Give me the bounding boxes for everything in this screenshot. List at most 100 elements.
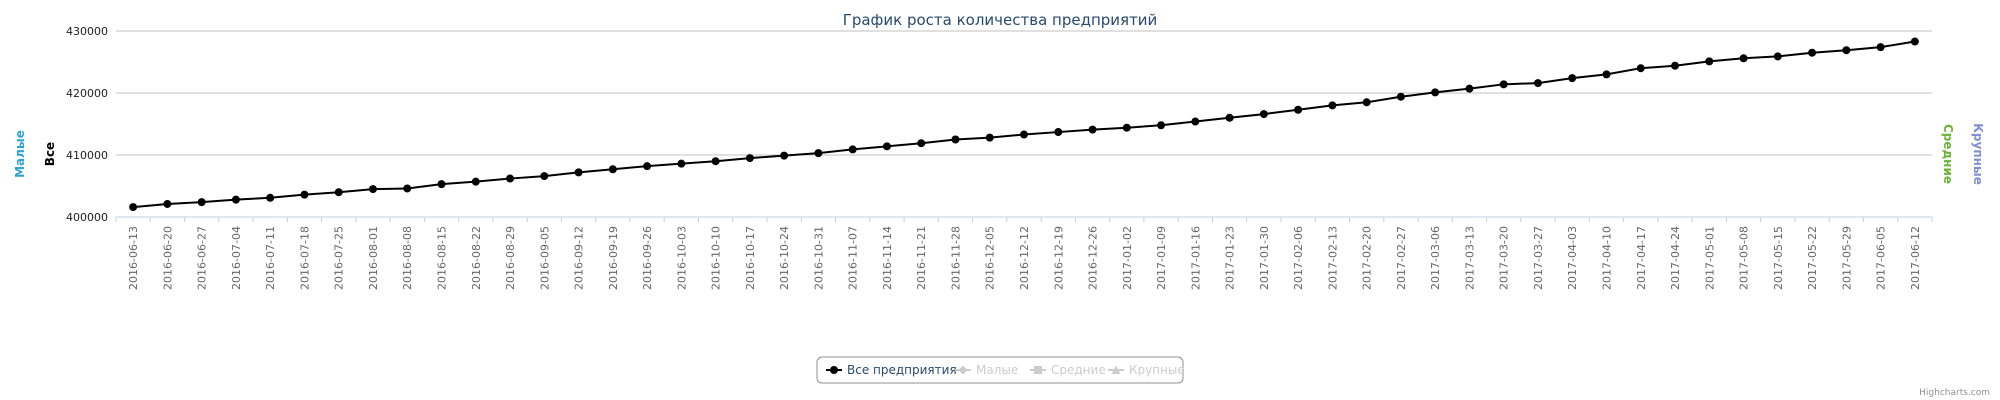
data-point [1739, 54, 1748, 63]
x-tick-label: 2017-05-29 [1840, 226, 1853, 290]
legend-box [816, 356, 1184, 384]
data-point [1191, 117, 1200, 126]
data-point [882, 142, 891, 151]
data-point [1362, 98, 1371, 107]
x-tick-label: 2017-05-15 [1772, 226, 1785, 290]
legend-symbol [1111, 365, 1121, 374]
x-tick-label: 2016-09-19 [607, 226, 620, 290]
data-point [951, 135, 960, 144]
data-point [1602, 70, 1611, 79]
data-point [1431, 88, 1440, 97]
x-tick-label: 2016-10-10 [710, 226, 723, 290]
data-point [1328, 101, 1337, 110]
axis-title: Крупные [1971, 123, 1985, 185]
axis-title: Все [43, 142, 57, 166]
data-point [540, 172, 549, 181]
x-tick-label: 2016-12-05 [984, 226, 997, 290]
legend-item[interactable]: Малые [976, 363, 1018, 377]
legend-item[interactable]: Крупные [1129, 363, 1185, 377]
x-tick-label: 2017-04-17 [1635, 226, 1648, 290]
x-tick-label: 2017-02-06 [1292, 226, 1305, 290]
axis-title: Малые [13, 130, 27, 178]
data-point [1020, 130, 1028, 139]
legend-item[interactable]: Средние [1051, 363, 1106, 377]
chart-title: График роста количества предприятий [843, 11, 1158, 29]
x-tick-label: 2016-08-08 [401, 226, 414, 290]
data-point [1842, 46, 1851, 55]
legend-symbol [830, 366, 838, 374]
data-point [1225, 113, 1234, 122]
x-tick-label: 2016-08-22 [470, 226, 483, 290]
credits[interactable]: Highcharts.com [1919, 388, 1990, 398]
data-point [403, 184, 412, 193]
data-point [1465, 84, 1474, 93]
data-point [1808, 48, 1817, 57]
data-point [1396, 92, 1405, 101]
x-tick-label: 2017-03-13 [1463, 226, 1476, 290]
data-point [506, 174, 515, 183]
x-tick-label: 2016-11-28 [949, 226, 962, 290]
x-tick-label: 2016-10-17 [744, 226, 757, 290]
data-point [266, 193, 275, 202]
data-point [471, 177, 480, 186]
x-tick-label: 2017-03-06 [1429, 226, 1442, 290]
data-point [1054, 128, 1063, 137]
data-point [1259, 110, 1268, 119]
axis-title: Средние [1941, 124, 1955, 184]
data-point [643, 162, 652, 171]
x-tick-label: 2017-03-27 [1532, 226, 1545, 290]
legend-symbol [1034, 366, 1042, 374]
data-point [1294, 105, 1303, 114]
data-point [197, 198, 206, 207]
data-point [677, 159, 686, 168]
data-point [985, 133, 994, 142]
data-point [300, 190, 309, 199]
data-point [1705, 57, 1714, 66]
x-tick-label: 2017-01-09 [1155, 226, 1168, 290]
data-point [1910, 37, 1919, 46]
data-point [437, 180, 446, 189]
x-tick-label: 2017-04-24 [1669, 226, 1682, 290]
data-point [1533, 79, 1542, 88]
x-tick-label: 2017-01-16 [1189, 226, 1202, 290]
x-tick-label: 2017-05-08 [1738, 226, 1751, 290]
x-tick-label: 2016-11-21 [915, 226, 928, 290]
x-tick-label: 2016-12-26 [1087, 226, 1100, 290]
x-tick-label: 2017-02-27 [1395, 226, 1408, 290]
x-tick-label: 2016-06-20 [161, 226, 174, 290]
x-tick-label: 2016-09-12 [573, 226, 586, 290]
x-tick-label: 2016-10-24 [778, 226, 791, 290]
y-tick-label: 410000 [66, 149, 108, 162]
x-tick-label: 2016-07-18 [298, 226, 311, 290]
data-point [163, 199, 172, 208]
data-point [1636, 64, 1645, 73]
x-tick-label: 2016-11-07 [847, 226, 860, 290]
y-tick-label: 420000 [66, 87, 108, 100]
data-point [745, 154, 754, 163]
x-tick-label: 2016-09-26 [641, 226, 654, 290]
data-point [780, 151, 789, 160]
x-tick-label: 2016-11-14 [881, 226, 894, 290]
x-tick-label: 2017-04-10 [1600, 226, 1613, 290]
data-point [1122, 123, 1131, 132]
x-tick-label: 2016-06-27 [196, 226, 209, 290]
data-point [848, 145, 857, 154]
x-tick-label: 2017-04-03 [1566, 226, 1579, 290]
x-tick-label: 2017-06-12 [1909, 226, 1922, 290]
x-tick-label: 2016-09-05 [538, 226, 551, 290]
data-point [1568, 74, 1577, 83]
data-point [1876, 43, 1885, 52]
data-point [231, 195, 240, 204]
data-point [1499, 80, 1508, 89]
data-point [1671, 61, 1680, 70]
x-tick-label: 2016-08-15 [436, 226, 449, 290]
y-tick-label: 400000 [66, 211, 108, 224]
x-tick-label: 2016-12-12 [1018, 226, 1031, 290]
data-point [1088, 125, 1097, 134]
data-point [129, 203, 138, 212]
x-tick-label: 2016-10-31 [812, 226, 825, 290]
x-tick-label: 2017-02-13 [1326, 226, 1339, 290]
x-tick-label: 2016-06-13 [127, 226, 140, 290]
legend-item[interactable]: Все предприятия [847, 363, 957, 377]
data-point [917, 139, 926, 148]
